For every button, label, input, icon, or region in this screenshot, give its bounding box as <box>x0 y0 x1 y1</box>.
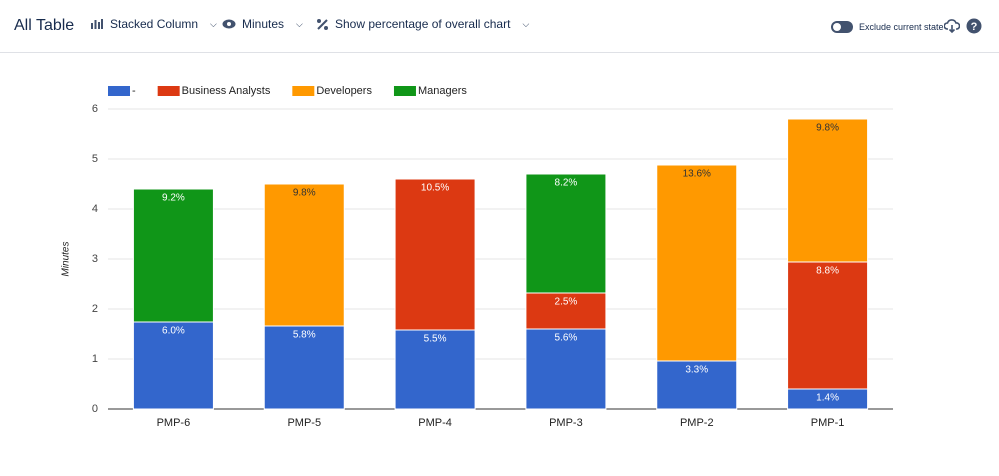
y-tick-label: 0 <box>92 403 98 415</box>
percentage-dropdown[interactable]: Show percentage of overall chart ⌵ <box>316 17 529 31</box>
bar-icon <box>91 19 103 29</box>
y-tick-label: 4 <box>92 203 98 215</box>
x-tick-label: PMP-3 <box>549 417 583 429</box>
svg-text:?: ? <box>971 21 978 33</box>
percent-label: 1.4% <box>816 393 839 404</box>
chart-type-dropdown[interactable]: Stacked Column ⌵ <box>90 17 217 31</box>
y-tick-label: 3 <box>92 253 98 265</box>
percent-label: 2.5% <box>555 297 578 308</box>
y-tick-label: 6 <box>92 103 98 115</box>
dropdown-label: Minutes <box>242 17 285 31</box>
percent-label: 9.8% <box>816 123 839 134</box>
bar-segment <box>132 188 214 323</box>
cloud-icon[interactable] <box>944 18 960 34</box>
percent-label: 3.3% <box>685 365 708 376</box>
percent-label: 5.5% <box>424 334 447 345</box>
y-axis-label: Minutes <box>61 241 72 276</box>
chart: Minutes 0 1 2 3 4 5 6 - Business Analysts Develop… <box>61 85 893 429</box>
percent-label: 8.8% <box>816 266 839 277</box>
bar-segment <box>132 321 214 410</box>
x-tick-label: PMP-1 <box>811 417 845 429</box>
percent-icon <box>317 18 328 30</box>
toggle-label: Exclude current state <box>859 22 944 32</box>
toggle-icon <box>831 21 853 33</box>
measure-dropdown[interactable]: Minutes ⌵ <box>222 17 303 31</box>
bar-segment <box>394 329 476 410</box>
bar-segment <box>787 118 869 263</box>
percent-label: 8.2% <box>555 178 578 189</box>
percent-label: 13.6% <box>683 169 711 180</box>
percent-label: 5.6% <box>555 333 578 344</box>
bar-segment <box>525 328 607 410</box>
percent-label: 9.2% <box>162 193 185 204</box>
percent-label: 9.8% <box>293 188 316 199</box>
toolbar: All Table Stacked Column ⌵ Minutes ⌵ Show … <box>0 0 999 53</box>
bar-segment <box>263 183 345 327</box>
bar-segment <box>394 178 476 331</box>
page-title: All Table <box>14 17 75 34</box>
y-tick-label: 2 <box>92 303 98 315</box>
legend-swatch <box>108 86 130 96</box>
dropdown-label: Show percentage of overall chart <box>335 17 511 31</box>
y-tick-label: 5 <box>92 153 98 165</box>
eye-icon <box>222 19 236 29</box>
x-tick-label: PMP-5 <box>287 417 321 429</box>
legend-label: Developers <box>316 85 372 97</box>
bar-segment <box>263 325 345 410</box>
legend-label: - <box>132 85 136 97</box>
legend-swatch <box>292 86 315 96</box>
x-tick-label: PMP-6 <box>157 417 191 429</box>
legend-swatch <box>157 86 180 96</box>
help-icon[interactable]: ? <box>966 18 982 34</box>
exclude-toggle[interactable]: Exclude current state <box>831 21 944 33</box>
dropdown-label: Stacked Column <box>110 17 199 31</box>
bar-segment <box>656 164 738 362</box>
y-tick-label: 1 <box>92 353 98 365</box>
legend-swatch <box>393 86 416 96</box>
x-tick-label: PMP-2 <box>680 417 714 429</box>
percent-label: 5.8% <box>293 330 316 341</box>
bar-segment <box>525 173 607 294</box>
bar-segment <box>656 360 738 410</box>
percent-label: 6.0% <box>162 326 185 337</box>
legend-label: Managers <box>418 85 467 97</box>
x-tick-label: PMP-4 <box>418 417 452 429</box>
bar-segment <box>787 261 869 390</box>
legend-label: Business Analysts <box>182 85 271 97</box>
percent-label: 10.5% <box>421 183 449 194</box>
bar-segment <box>525 292 607 330</box>
